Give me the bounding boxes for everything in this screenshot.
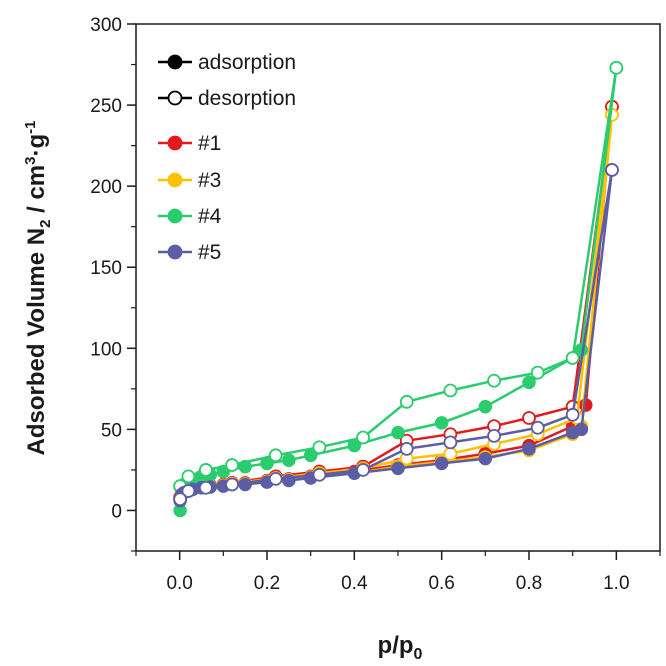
desorption-point [487,373,501,388]
desorption-point [530,365,545,380]
legend-item: #4 [158,205,222,228]
adsorption-point [434,456,449,471]
x-tick-label: 0.4 [341,573,368,594]
legend-item: #3 [158,169,221,192]
legend-label: #1 [198,132,221,155]
adsorption-point [391,425,405,440]
legend-item: adsorption [158,51,296,74]
legend-marker [167,244,183,260]
desorption-point [399,394,414,409]
x-tick-label: 0.2 [254,573,280,594]
legend-marker [167,135,183,151]
y-axis-title: Adsorbed Volume N2 / cm3·g-1 [22,121,54,456]
y-tick-label: 100 [90,339,122,360]
adsorption-point [478,451,493,466]
desorption-point [565,407,580,422]
desorption-point [522,411,536,425]
series-4 [173,163,619,508]
desorption-point [443,383,458,398]
desorption-point [356,463,370,477]
adsorption-point [282,453,296,467]
legend-label: #3 [198,169,221,192]
adsorption-point [478,399,493,414]
y-tick-label: 200 [90,177,122,198]
x-tick-label: 0.8 [516,573,542,594]
desorption-line [179,169,614,500]
legend-label: #5 [198,241,221,264]
legend-label: #4 [198,205,222,228]
legend-marker [167,172,183,188]
desorption-point [181,484,196,498]
adsorption-point [522,375,536,390]
series-3 [173,60,624,518]
y-tick-label: 250 [90,96,122,117]
adsorption-line [178,169,614,502]
desorption-point [565,351,580,365]
legend-label: adsorption [198,51,296,74]
desorption-point [443,435,458,450]
x-tick-label: 0.6 [428,573,454,594]
y-tick-label: 0 [111,501,122,522]
desorption-point [356,430,370,445]
desorption-point [268,471,283,486]
plot-frame [135,23,661,552]
desorption-point [443,446,458,461]
desorption-point [225,458,239,472]
desorption-point [268,448,283,463]
legend-marker [167,90,183,106]
desorption-point [605,163,619,177]
desorption-point [198,480,213,495]
desorption-point [225,477,239,492]
legend-item: #5 [158,241,221,264]
desorption-point [487,428,501,443]
desorption-point [198,463,213,477]
y-tick-label: 300 [90,15,122,36]
axis-ticks: 0.0 0.2 0.4 0.6 0.8 1.0 0 50 100 150 200 250 300 [90,15,661,594]
adsorption-point [574,422,589,437]
desorption-point [530,420,545,435]
legend-item: desorption [158,87,296,110]
desorption-point [312,467,327,482]
legend-item: #1 [158,132,221,155]
desorption-point [181,469,196,484]
x-tick-label: 1.0 [603,573,629,594]
desorption-point [399,441,414,456]
x-tick-label: 0.0 [166,573,192,594]
adsorption-point [522,442,536,456]
desorption-point [312,440,327,455]
legend-marker [167,208,183,224]
legend-marker [167,54,183,70]
adsorption-point [391,461,405,476]
series-layer [173,60,624,518]
adsorption-point [434,416,449,430]
desorption-point [609,60,624,75]
desorption-point [173,492,188,507]
y-tick-label: 50 [101,420,122,441]
x-axis-title: p/p0 [378,632,423,663]
y-tick-label: 150 [90,258,122,279]
adsorption-line [178,67,618,511]
legend-label: desorption [198,87,296,110]
legend: adsorption desorption #1 #3 #4 #5 [158,51,296,264]
